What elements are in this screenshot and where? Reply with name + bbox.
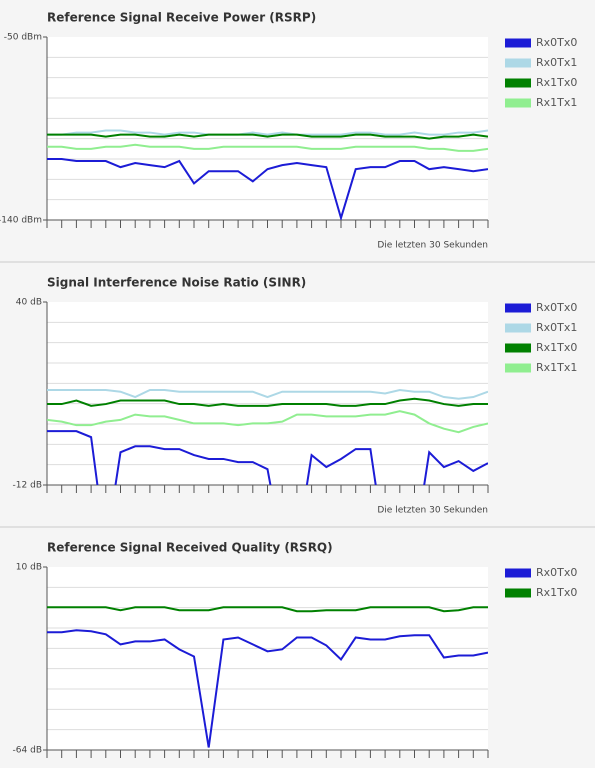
series-lines — [47, 129, 488, 220]
legend-label: Rx0Tx0 — [536, 301, 577, 314]
legend-swatch — [505, 568, 531, 578]
legend-label: Rx1Tx0 — [536, 76, 577, 89]
x-axis-label: Die letzten 30 Sekunden — [377, 241, 488, 251]
legend-swatch — [505, 343, 531, 353]
x-axis-label: Die letzten 30 Sekunden — [377, 506, 488, 516]
legend-label: Rx1Tx1 — [536, 361, 577, 374]
series-line — [47, 410, 488, 434]
legend-label: Rx1Tx0 — [536, 586, 577, 599]
chart-title: Signal Interference Noise Ratio (SINR) — [47, 276, 306, 290]
y-tick-label: 40 dB — [16, 298, 42, 308]
series-lines — [47, 388, 488, 485]
series-line — [47, 158, 488, 220]
y-tick-label: 10 dB — [16, 563, 42, 573]
chart-title: Reference Signal Received Quality (RSRQ) — [47, 541, 333, 555]
legend-swatch — [505, 58, 531, 68]
legend-swatch — [505, 363, 531, 373]
y-tick-label: -12 dB — [13, 481, 42, 491]
series-line — [47, 129, 488, 136]
y-tick-label: -64 dB — [13, 746, 42, 756]
series-line — [47, 133, 488, 140]
series-lines — [47, 606, 488, 748]
legend-label: Rx0Tx1 — [536, 56, 577, 69]
chart-title: Reference Signal Receive Power (RSRP) — [47, 11, 316, 25]
legend-label: Rx0Tx1 — [536, 321, 577, 334]
plot-area — [47, 37, 488, 220]
legend-swatch — [505, 38, 531, 48]
y-tick-label: -50 dBm — [4, 33, 42, 43]
legend-label: Rx0Tx0 — [536, 566, 577, 579]
series-line — [47, 430, 488, 485]
series-line — [47, 606, 488, 613]
legend-swatch — [505, 303, 531, 313]
series-line — [47, 397, 488, 407]
y-tick-label: -140 dBm — [0, 216, 42, 226]
legend-label: Rx1Tx0 — [536, 341, 577, 354]
legend-swatch — [505, 588, 531, 598]
series-line — [47, 629, 488, 748]
legend-swatch — [505, 323, 531, 333]
plot-area — [47, 567, 488, 750]
legend-swatch — [505, 98, 531, 108]
legend-label: Rx1Tx1 — [536, 96, 577, 109]
plot-area — [47, 302, 488, 485]
series-line — [47, 143, 488, 152]
legend-label: Rx0Tx0 — [536, 36, 577, 49]
series-line — [47, 388, 488, 400]
legend-swatch — [505, 78, 531, 88]
